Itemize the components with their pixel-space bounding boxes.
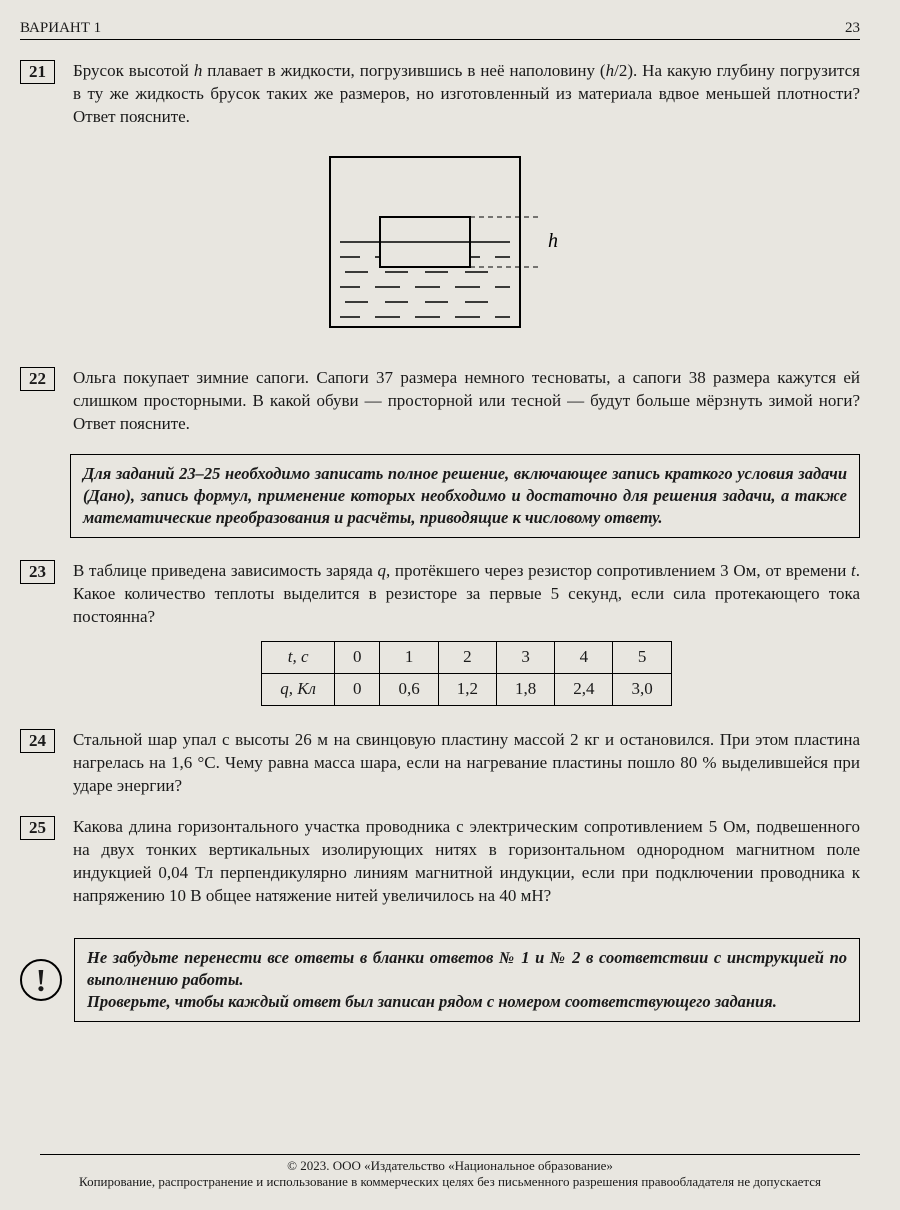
reminder-box: Не забудьте перенести все ответы в бланк… — [74, 938, 860, 1023]
copyright: © 2023. ООО «Издательство «Национальное … — [40, 1158, 860, 1174]
page-header: ВАРИАНТ 1 23 — [20, 20, 860, 40]
task-23: 23 В таблице приведена зависимость заряд… — [20, 560, 860, 711]
table-cell: 2,4 — [555, 674, 613, 706]
task-text: Ольга покупает зимние сапоги. Сапоги 37 … — [73, 367, 860, 436]
table-cell: 5 — [613, 642, 671, 674]
table-cell: 2 — [438, 642, 496, 674]
task-number-box: 21 — [20, 60, 55, 84]
task-number-box: 25 — [20, 816, 55, 840]
exclamation-icon: ! — [20, 959, 62, 1001]
task-number-box: 22 — [20, 367, 55, 391]
variant-label: ВАРИАНТ 1 — [20, 20, 101, 37]
table-cell: 1,8 — [496, 674, 554, 706]
table-cell: 3 — [496, 642, 554, 674]
page-number: 23 — [845, 20, 860, 37]
page-footer: © 2023. ООО «Издательство «Национальное … — [40, 1154, 860, 1190]
table-header: q, Кл — [262, 674, 335, 706]
task-25: 25 Какова длина горизонтального участка … — [20, 816, 860, 908]
copy-notice: Копирование, распространение и использов… — [40, 1174, 860, 1190]
task-text: Какова длина горизонтального участка про… — [73, 816, 860, 908]
table-cell: 3,0 — [613, 674, 671, 706]
buoyancy-diagram-svg: h — [290, 147, 590, 337]
data-table: t, с 0 1 2 3 4 5 q, Кл 0 0,6 1,2 1,8 2,4… — [261, 641, 671, 706]
table-cell: 4 — [555, 642, 613, 674]
table-row: t, с 0 1 2 3 4 5 — [262, 642, 671, 674]
task-22: 22 Ольга покупает зимние сапоги. Сапоги … — [20, 367, 860, 436]
table-cell: 0 — [334, 642, 380, 674]
task-text: Брусок высотой h плавает в жидкости, пог… — [73, 60, 860, 129]
reminder-section: ! Не забудьте перенести все ответы в бла… — [20, 938, 860, 1023]
instructions-box: Для заданий 23–25 необходимо записать по… — [70, 454, 860, 539]
table-header: t, с — [262, 642, 335, 674]
h-label: h — [548, 230, 558, 252]
task-number-box: 23 — [20, 560, 55, 584]
task-21: 21 Брусок высотой h плавает в жидкости, … — [20, 60, 860, 129]
task-text: Стальной шар упал с высоты 26 м на свинц… — [73, 729, 860, 798]
task-24: 24 Стальной шар упал с высоты 26 м на св… — [20, 729, 860, 798]
table-cell: 1 — [380, 642, 438, 674]
task-text: В таблице приведена зависимость заряда q… — [73, 560, 860, 711]
page: ВАРИАНТ 1 23 21 Брусок высотой h плавает… — [0, 0, 900, 1210]
table-cell: 0,6 — [380, 674, 438, 706]
table-cell: 1,2 — [438, 674, 496, 706]
table-row: q, Кл 0 0,6 1,2 1,8 2,4 3,0 — [262, 674, 671, 706]
task-number-box: 24 — [20, 729, 55, 753]
table-cell: 0 — [334, 674, 380, 706]
task-21-diagram: h — [20, 147, 860, 342]
